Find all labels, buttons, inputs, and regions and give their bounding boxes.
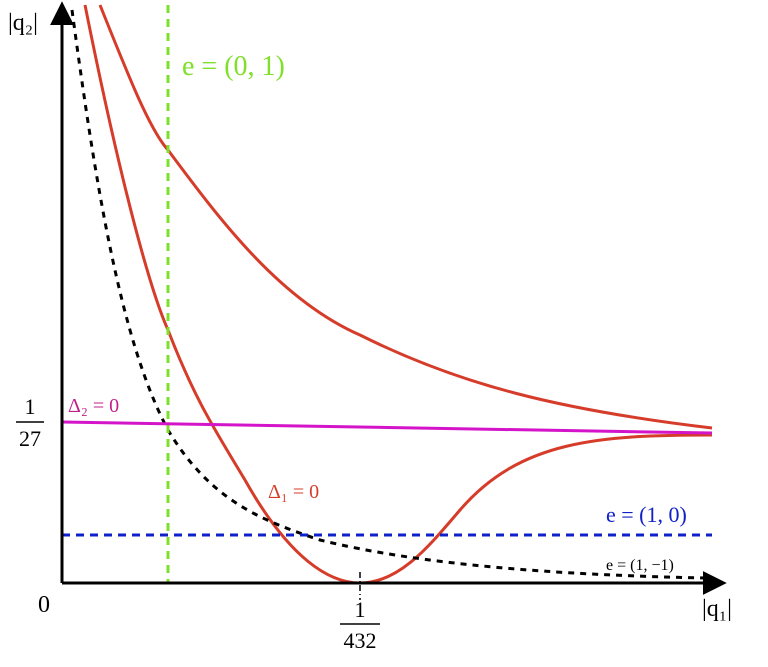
- delta1-curve: [83, 4, 713, 585]
- curve-label: e = (1, 0): [606, 502, 687, 527]
- e-1-minus1-curve: [70, 9, 706, 580]
- curve-label: e = (0, 1): [182, 51, 285, 82]
- curve-label: Δ₂ = 0: [68, 395, 119, 417]
- origin-label: 0: [38, 592, 50, 618]
- delta2-line: [61, 420, 713, 435]
- y-tick-numerator: 1: [25, 394, 36, 419]
- y-tick-denominator: 27: [19, 426, 41, 451]
- x-tick-numerator: 1: [355, 597, 366, 622]
- x-label: |q₁|: [702, 596, 732, 622]
- curve-label: Δ₁ = 0: [268, 481, 319, 503]
- upper-red-curve: [98, 4, 713, 430]
- curve-label: e = (1, −1): [606, 557, 674, 574]
- y-label: |q₂|: [8, 10, 38, 36]
- x-tick-denominator: 432: [344, 628, 377, 653]
